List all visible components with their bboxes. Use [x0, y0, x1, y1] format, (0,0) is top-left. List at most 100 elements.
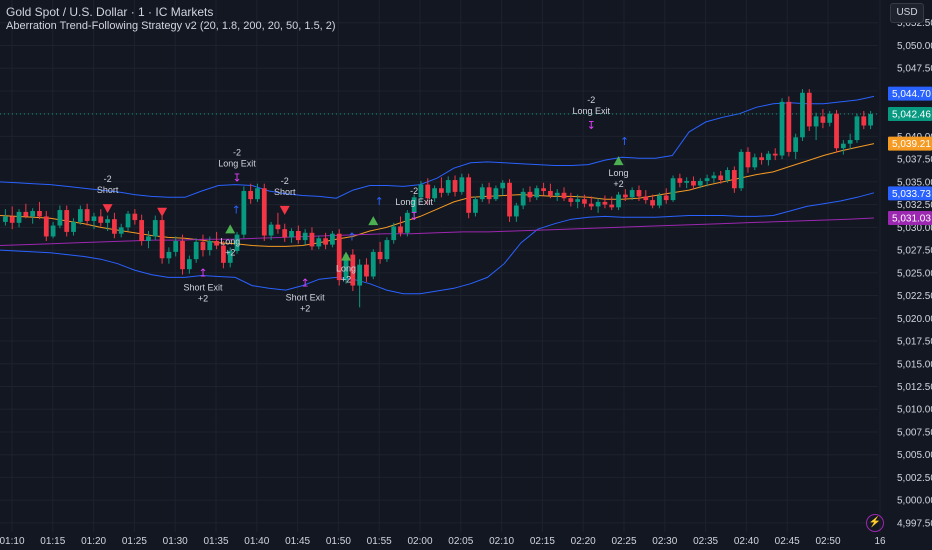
candle-body [827, 113, 833, 123]
candle-body [64, 210, 70, 232]
candle-body [241, 190, 247, 235]
candle-body [261, 188, 267, 236]
x-tick-label: 01:50 [326, 536, 351, 547]
candle-body [255, 188, 260, 200]
signal-label: +2 [225, 247, 235, 257]
candle-body [377, 251, 383, 260]
candle-body [193, 241, 199, 260]
long-ma-line [0, 217, 875, 246]
candle-body [71, 221, 76, 232]
candle-body [520, 191, 526, 206]
candlesticks [3, 89, 873, 308]
candle-body [118, 227, 124, 234]
signal-label: Long Exit [218, 159, 256, 169]
candle-body [398, 226, 403, 233]
candle-body [323, 238, 328, 245]
candle-body [548, 190, 553, 196]
y-tick-label: 5,022.50 [897, 291, 932, 302]
candle-body [57, 210, 63, 226]
candle-body [636, 190, 642, 197]
candle-body [418, 184, 424, 198]
candle-body [568, 198, 574, 202]
candle-body [221, 245, 226, 263]
signal-label: Long [609, 168, 629, 178]
x-tick-label: 01:10 [0, 536, 25, 547]
candle-body [3, 216, 8, 222]
candle-body [575, 199, 581, 202]
candle-body [602, 201, 608, 205]
signal-label: Short [97, 185, 119, 195]
candle-body [384, 240, 390, 260]
candle-body [725, 170, 730, 181]
x-tick-label: 16 [874, 536, 886, 547]
x-tick-label: 01:35 [203, 536, 228, 547]
candle-body [513, 205, 519, 217]
candle-body [650, 200, 655, 206]
candle-body [302, 232, 308, 241]
exit-long-arrow-icon: ↧ [410, 210, 419, 223]
candle-body [793, 137, 799, 152]
signal-label: Long Exit [395, 197, 433, 207]
long-arrow-icon: ↑ [347, 231, 356, 244]
candle-body [466, 177, 472, 213]
strategy-title[interactable]: Aberration Trend-Following Strategy v2 (… [6, 20, 336, 32]
candle-body [588, 203, 594, 207]
long-arrow-icon: ↑ [620, 135, 629, 148]
currency-button[interactable]: USD [890, 3, 924, 23]
candle-body [459, 177, 465, 192]
candle-body [248, 190, 254, 200]
y-tick-label: 5,032.50 [897, 200, 932, 211]
y-tick-label: 5,000.00 [897, 496, 932, 507]
candle-body [691, 180, 696, 186]
candle-body [289, 230, 294, 238]
candle-body [91, 216, 97, 221]
candle-body [43, 216, 49, 237]
candle-body [861, 116, 867, 126]
candle-body [425, 184, 431, 199]
price-label-tag [888, 136, 932, 151]
candle-body [500, 182, 506, 189]
candle-body [357, 264, 363, 286]
candle-body [336, 233, 342, 281]
candle-body [738, 151, 744, 189]
candle-body [146, 236, 151, 241]
y-tick-label: 5,002.50 [897, 473, 932, 484]
signal-label: +2 [300, 304, 310, 314]
candle-body [834, 113, 839, 149]
candle-body [541, 188, 546, 191]
candle-body [493, 188, 499, 200]
candle-body [847, 140, 853, 144]
y-tick-label: 5,010.00 [897, 405, 932, 416]
lightning-icon[interactable]: ⚡ [866, 514, 884, 532]
candle-body [391, 226, 397, 241]
x-tick-label: 02:05 [448, 536, 473, 547]
signal-label: -2 [410, 186, 418, 196]
candle-body [820, 116, 826, 123]
exit-short-arrow-icon: ↥ [301, 277, 310, 290]
long-signal-triangle [341, 251, 352, 261]
candle-body [711, 175, 717, 179]
x-tick-label: 02:25 [611, 536, 636, 547]
lower-band-line [0, 192, 875, 295]
candle-body [806, 92, 812, 127]
price-label-text: 5,044.70 [892, 89, 931, 100]
candle-body [98, 216, 104, 223]
y-tick-label: 5,035.00 [897, 177, 932, 188]
candle-body [316, 238, 322, 247]
long-signal-triangle [368, 216, 379, 226]
candle-body [370, 251, 376, 277]
candle-body [507, 182, 512, 217]
signal-label: Short [274, 187, 296, 197]
candle-body [609, 204, 615, 208]
candle-body [275, 224, 281, 230]
candle-body [731, 170, 737, 189]
y-tick-label: 5,015.00 [897, 359, 932, 370]
candle-body [23, 211, 29, 217]
candle-body [180, 240, 185, 270]
candle-body [663, 195, 669, 201]
candle-body [282, 229, 288, 238]
x-tick-label: 01:55 [367, 536, 392, 547]
